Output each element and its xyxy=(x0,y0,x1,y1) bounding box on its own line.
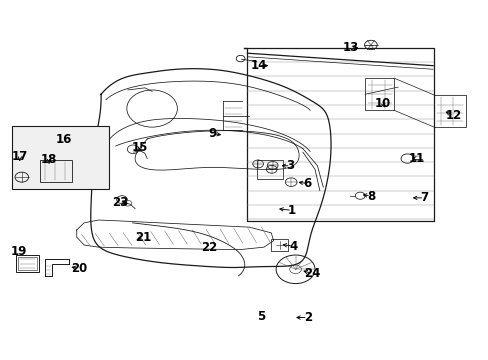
Text: 11: 11 xyxy=(408,152,425,165)
Text: 6: 6 xyxy=(303,177,311,190)
Text: 21: 21 xyxy=(135,231,151,244)
Text: 16: 16 xyxy=(55,134,72,147)
Text: 18: 18 xyxy=(41,153,57,166)
Text: 5: 5 xyxy=(257,310,265,323)
Text: 4: 4 xyxy=(288,240,297,253)
Bar xyxy=(270,239,287,251)
Bar xyxy=(19,257,37,270)
Text: 14: 14 xyxy=(250,59,267,72)
Bar xyxy=(365,78,393,111)
Text: 1: 1 xyxy=(287,204,296,217)
Text: 23: 23 xyxy=(112,195,128,209)
Text: 22: 22 xyxy=(201,241,217,255)
Text: 7: 7 xyxy=(420,192,427,204)
Text: 3: 3 xyxy=(286,159,294,172)
Text: 12: 12 xyxy=(445,109,461,122)
Text: 2: 2 xyxy=(303,311,311,324)
Text: 10: 10 xyxy=(374,97,390,110)
Text: 15: 15 xyxy=(131,141,148,154)
Text: 24: 24 xyxy=(304,267,320,280)
Text: 20: 20 xyxy=(71,262,87,275)
Bar xyxy=(433,95,465,127)
Bar xyxy=(256,159,283,179)
Text: 8: 8 xyxy=(366,190,374,203)
Bar xyxy=(12,126,109,189)
Text: 19: 19 xyxy=(11,245,27,258)
Bar xyxy=(40,160,72,182)
Text: 17: 17 xyxy=(12,150,28,163)
Text: 13: 13 xyxy=(342,41,358,54)
Bar xyxy=(16,255,39,272)
Text: 9: 9 xyxy=(208,127,217,140)
